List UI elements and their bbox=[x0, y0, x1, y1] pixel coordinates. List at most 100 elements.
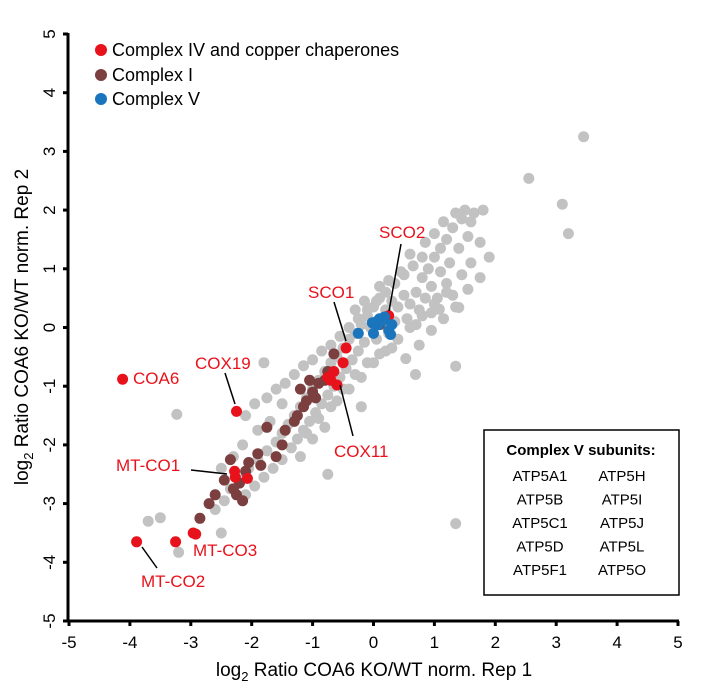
data-point-other-proteins bbox=[404, 248, 416, 260]
data-point-other-proteins bbox=[456, 269, 468, 281]
y-tick-label: -1 bbox=[40, 379, 59, 394]
data-point-other-proteins bbox=[322, 389, 334, 401]
data-point-other-proteins bbox=[428, 228, 440, 240]
data-point-other-proteins bbox=[450, 301, 462, 313]
inset-box-column-1: ATP5A1 ATP5B ATP5C1 ATP5D ATP5F1 bbox=[512, 468, 568, 579]
y-tick-label: -3 bbox=[40, 496, 59, 511]
data-point-other-proteins bbox=[459, 204, 471, 216]
data-point-complex-i bbox=[218, 474, 230, 486]
data-point-other-proteins bbox=[361, 357, 373, 369]
data-point-complex-i bbox=[304, 374, 316, 386]
data-point-other-proteins bbox=[267, 462, 279, 474]
data-point-other-proteins bbox=[358, 295, 370, 307]
annotation-line-cox11 bbox=[339, 384, 354, 437]
data-point-other-proteins bbox=[438, 216, 449, 228]
series-complex-v bbox=[352, 311, 398, 340]
data-point-other-proteins bbox=[355, 401, 367, 413]
x-tick-label: 3 bbox=[551, 633, 560, 652]
data-point-other-proteins bbox=[407, 260, 419, 272]
data-point-other-proteins bbox=[416, 272, 428, 284]
data-point-complex-i bbox=[237, 495, 249, 507]
legend-label-complex-iv: Complex IV and copper chaperones bbox=[112, 40, 399, 60]
data-point-other-proteins bbox=[523, 172, 535, 184]
data-point-other-proteins bbox=[142, 515, 154, 527]
data-point-other-proteins bbox=[240, 410, 252, 422]
annotation-mt-co2: MT-CO2 bbox=[141, 572, 205, 591]
x-tick-label: -2 bbox=[244, 633, 259, 652]
inset-box-title: Complex V subunits: bbox=[506, 442, 655, 459]
data-point-other-proteins bbox=[358, 336, 370, 348]
data-point-other-proteins bbox=[386, 295, 398, 307]
x-tick-label: -4 bbox=[122, 633, 137, 652]
x-axis-title-rest: Ratio COA6 KO/WT norm. Rep 1 bbox=[248, 660, 532, 681]
data-point-other-proteins bbox=[352, 345, 364, 357]
subunit-label: ATP5B bbox=[517, 492, 563, 509]
data-point-other-proteins bbox=[279, 377, 291, 389]
data-point-other-proteins bbox=[562, 228, 574, 240]
data-point-complex-i bbox=[270, 451, 282, 463]
data-point-other-proteins bbox=[215, 527, 227, 539]
data-point-other-proteins bbox=[401, 313, 413, 325]
annotation-sco1: SCO1 bbox=[308, 283, 354, 302]
data-point-other-proteins bbox=[400, 353, 412, 365]
data-point-other-proteins bbox=[413, 339, 425, 351]
annotation-sco2: SCO2 bbox=[379, 223, 425, 242]
data-point-other-proteins bbox=[261, 392, 273, 404]
y-axis-title: log2 Ratio COA6 KO/WT norm. Rep 2 bbox=[12, 169, 36, 485]
legend-label-complex-v: Complex V bbox=[112, 89, 200, 109]
subunit-label: ATP5I bbox=[602, 492, 643, 509]
data-point-other-proteins bbox=[435, 266, 446, 278]
data-point-other-proteins bbox=[410, 369, 421, 380]
data-point-other-proteins bbox=[294, 451, 306, 463]
data-point-other-proteins bbox=[477, 204, 489, 216]
inset-box-column-2: ATP5H ATP5I ATP5J ATP5L ATP5O bbox=[598, 468, 646, 579]
data-point-complex-i bbox=[261, 421, 273, 433]
x-tick-label: 2 bbox=[491, 633, 500, 652]
data-point-other-proteins bbox=[441, 286, 453, 298]
legend-marker-complex-i bbox=[95, 69, 107, 81]
data-point-complex-iv-and-copper-chaperones bbox=[117, 373, 129, 385]
y-axis-title-log: log bbox=[12, 460, 33, 485]
subunit-label: ATP5D bbox=[516, 539, 563, 556]
legend-marker-complex-iv bbox=[95, 44, 107, 56]
data-point-other-proteins bbox=[249, 480, 261, 492]
data-point-complex-i bbox=[298, 401, 309, 413]
data-point-other-proteins bbox=[307, 354, 319, 366]
complex-v-subunits-box: Complex V subunits: ATP5A1ATP5BATP5C1ATP… bbox=[483, 429, 680, 596]
data-point-other-proteins bbox=[556, 198, 568, 210]
y-tick-label: 5 bbox=[40, 29, 59, 38]
data-point-complex-iv-and-copper-chaperones bbox=[322, 371, 334, 383]
data-point-complex-i bbox=[288, 415, 300, 427]
subunit-label: ATP5C1 bbox=[512, 515, 568, 532]
data-point-other-proteins bbox=[398, 289, 410, 301]
data-point-other-proteins bbox=[474, 272, 486, 284]
annotation-line-cox19 bbox=[224, 372, 236, 405]
data-point-other-proteins bbox=[468, 207, 480, 219]
annotation-cox11: COX11 bbox=[334, 442, 389, 461]
y-tick-label: -4 bbox=[40, 555, 59, 570]
data-point-other-proteins bbox=[371, 295, 382, 307]
data-point-other-proteins bbox=[319, 421, 331, 433]
data-point-other-proteins bbox=[334, 330, 346, 342]
legend: Complex IV and copper chaperones Complex… bbox=[95, 40, 399, 109]
y-tick-label: 2 bbox=[40, 205, 59, 214]
data-point-other-proteins bbox=[438, 313, 449, 325]
data-point-other-proteins bbox=[474, 236, 486, 248]
x-axis-title-sub: 2 bbox=[241, 669, 248, 684]
data-point-complex-i bbox=[276, 439, 288, 451]
x-tick-label: -5 bbox=[61, 633, 76, 652]
data-point-other-proteins bbox=[462, 283, 474, 295]
data-point-other-proteins bbox=[252, 424, 264, 436]
data-point-other-proteins bbox=[453, 242, 465, 254]
data-point-other-proteins bbox=[154, 512, 166, 524]
data-point-other-proteins bbox=[325, 357, 337, 369]
data-point-other-proteins bbox=[425, 280, 437, 292]
data-point-other-proteins bbox=[325, 339, 337, 351]
x-tick-label: -3 bbox=[183, 633, 198, 652]
y-axis-title-rest: Ratio COA6 KO/WT norm. Rep 2 bbox=[12, 169, 33, 453]
data-point-other-proteins bbox=[346, 354, 358, 366]
points-layer bbox=[117, 131, 590, 558]
data-point-other-proteins bbox=[258, 357, 270, 369]
data-point-other-proteins bbox=[316, 345, 328, 357]
data-point-other-proteins bbox=[425, 307, 437, 319]
